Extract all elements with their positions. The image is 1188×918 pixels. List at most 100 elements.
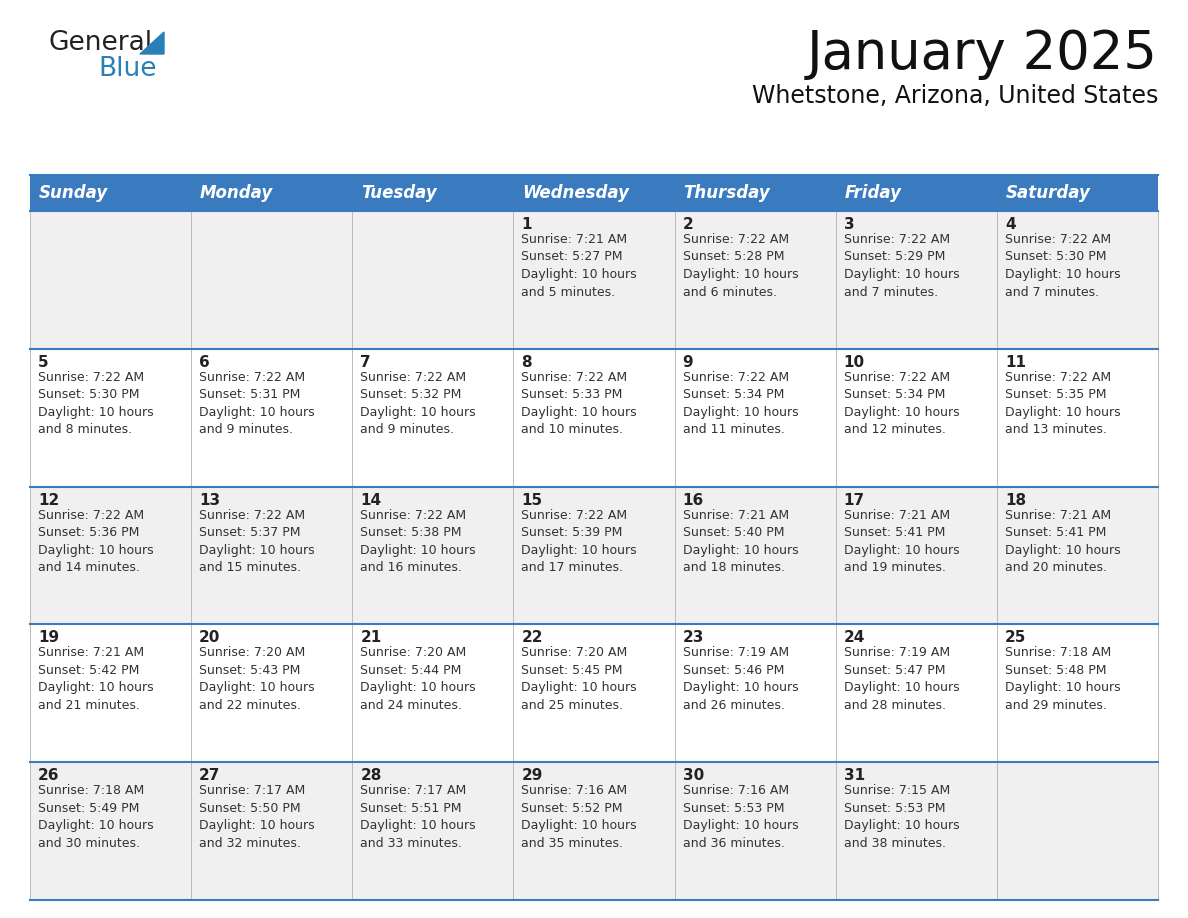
Text: 25: 25 <box>1005 631 1026 645</box>
Bar <box>30 624 191 762</box>
Bar <box>835 175 997 211</box>
Text: Sunrise: 7:22 AM
Sunset: 5:28 PM
Daylight: 10 hours
and 6 minutes.: Sunrise: 7:22 AM Sunset: 5:28 PM Dayligh… <box>683 233 798 298</box>
Text: 8: 8 <box>522 354 532 370</box>
Text: 15: 15 <box>522 493 543 508</box>
Bar <box>675 624 835 762</box>
Text: Sunrise: 7:22 AM
Sunset: 5:34 PM
Daylight: 10 hours
and 11 minutes.: Sunrise: 7:22 AM Sunset: 5:34 PM Dayligh… <box>683 371 798 436</box>
Bar <box>353 762 513 900</box>
Bar <box>675 211 835 349</box>
Text: Sunrise: 7:17 AM
Sunset: 5:50 PM
Daylight: 10 hours
and 32 minutes.: Sunrise: 7:17 AM Sunset: 5:50 PM Dayligh… <box>200 784 315 850</box>
Text: Sunrise: 7:22 AM
Sunset: 5:34 PM
Daylight: 10 hours
and 12 minutes.: Sunrise: 7:22 AM Sunset: 5:34 PM Dayligh… <box>843 371 960 436</box>
Text: 7: 7 <box>360 354 371 370</box>
Text: 22: 22 <box>522 631 543 645</box>
Text: Saturday: Saturday <box>1006 184 1091 202</box>
Bar <box>30 487 191 624</box>
Text: Whetstone, Arizona, United States: Whetstone, Arizona, United States <box>752 84 1158 108</box>
Bar <box>997 211 1158 349</box>
Bar <box>191 211 353 349</box>
Text: Tuesday: Tuesday <box>361 184 437 202</box>
Text: 23: 23 <box>683 631 704 645</box>
Bar <box>675 762 835 900</box>
Bar <box>997 175 1158 211</box>
Text: Thursday: Thursday <box>683 184 770 202</box>
Text: Sunrise: 7:22 AM
Sunset: 5:37 PM
Daylight: 10 hours
and 15 minutes.: Sunrise: 7:22 AM Sunset: 5:37 PM Dayligh… <box>200 509 315 574</box>
Text: 28: 28 <box>360 768 381 783</box>
Text: Sunrise: 7:20 AM
Sunset: 5:45 PM
Daylight: 10 hours
and 25 minutes.: Sunrise: 7:20 AM Sunset: 5:45 PM Dayligh… <box>522 646 637 711</box>
Text: Sunrise: 7:22 AM
Sunset: 5:39 PM
Daylight: 10 hours
and 17 minutes.: Sunrise: 7:22 AM Sunset: 5:39 PM Dayligh… <box>522 509 637 574</box>
Bar <box>675 487 835 624</box>
Text: Sunrise: 7:21 AM
Sunset: 5:42 PM
Daylight: 10 hours
and 21 minutes.: Sunrise: 7:21 AM Sunset: 5:42 PM Dayligh… <box>38 646 153 711</box>
Bar <box>191 487 353 624</box>
Text: Sunrise: 7:22 AM
Sunset: 5:31 PM
Daylight: 10 hours
and 9 minutes.: Sunrise: 7:22 AM Sunset: 5:31 PM Dayligh… <box>200 371 315 436</box>
Bar <box>513 624 675 762</box>
Text: 9: 9 <box>683 354 693 370</box>
Text: Sunday: Sunday <box>39 184 108 202</box>
Bar <box>353 487 513 624</box>
Bar <box>997 624 1158 762</box>
Text: 13: 13 <box>200 493 220 508</box>
Text: Sunrise: 7:16 AM
Sunset: 5:53 PM
Daylight: 10 hours
and 36 minutes.: Sunrise: 7:16 AM Sunset: 5:53 PM Dayligh… <box>683 784 798 850</box>
Text: Sunrise: 7:19 AM
Sunset: 5:46 PM
Daylight: 10 hours
and 26 minutes.: Sunrise: 7:19 AM Sunset: 5:46 PM Dayligh… <box>683 646 798 711</box>
Bar <box>191 349 353 487</box>
Bar <box>997 349 1158 487</box>
Bar <box>835 349 997 487</box>
Bar <box>675 349 835 487</box>
Text: Sunrise: 7:21 AM
Sunset: 5:27 PM
Daylight: 10 hours
and 5 minutes.: Sunrise: 7:21 AM Sunset: 5:27 PM Dayligh… <box>522 233 637 298</box>
Text: Sunrise: 7:17 AM
Sunset: 5:51 PM
Daylight: 10 hours
and 33 minutes.: Sunrise: 7:17 AM Sunset: 5:51 PM Dayligh… <box>360 784 476 850</box>
Text: 6: 6 <box>200 354 210 370</box>
Text: 16: 16 <box>683 493 703 508</box>
Text: 5: 5 <box>38 354 49 370</box>
Bar <box>353 175 513 211</box>
Text: Sunrise: 7:21 AM
Sunset: 5:41 PM
Daylight: 10 hours
and 19 minutes.: Sunrise: 7:21 AM Sunset: 5:41 PM Dayligh… <box>843 509 960 574</box>
Text: 10: 10 <box>843 354 865 370</box>
Bar <box>513 762 675 900</box>
Text: 14: 14 <box>360 493 381 508</box>
Bar <box>191 624 353 762</box>
Bar <box>30 762 191 900</box>
Text: Sunrise: 7:19 AM
Sunset: 5:47 PM
Daylight: 10 hours
and 28 minutes.: Sunrise: 7:19 AM Sunset: 5:47 PM Dayligh… <box>843 646 960 711</box>
Bar <box>191 175 353 211</box>
Text: Sunrise: 7:22 AM
Sunset: 5:29 PM
Daylight: 10 hours
and 7 minutes.: Sunrise: 7:22 AM Sunset: 5:29 PM Dayligh… <box>843 233 960 298</box>
Text: 30: 30 <box>683 768 703 783</box>
Bar <box>513 175 675 211</box>
Bar <box>30 349 191 487</box>
Bar <box>30 211 191 349</box>
Text: 19: 19 <box>38 631 59 645</box>
Text: Sunrise: 7:16 AM
Sunset: 5:52 PM
Daylight: 10 hours
and 35 minutes.: Sunrise: 7:16 AM Sunset: 5:52 PM Dayligh… <box>522 784 637 850</box>
Text: Monday: Monday <box>200 184 273 202</box>
Bar <box>835 487 997 624</box>
Text: Sunrise: 7:21 AM
Sunset: 5:41 PM
Daylight: 10 hours
and 20 minutes.: Sunrise: 7:21 AM Sunset: 5:41 PM Dayligh… <box>1005 509 1120 574</box>
Text: 21: 21 <box>360 631 381 645</box>
Text: 2: 2 <box>683 217 694 232</box>
Text: 11: 11 <box>1005 354 1026 370</box>
Text: Blue: Blue <box>97 56 157 82</box>
Text: 29: 29 <box>522 768 543 783</box>
Bar <box>835 762 997 900</box>
Bar <box>191 762 353 900</box>
Bar <box>997 762 1158 900</box>
Text: 3: 3 <box>843 217 854 232</box>
Text: 17: 17 <box>843 493 865 508</box>
Text: Sunrise: 7:22 AM
Sunset: 5:32 PM
Daylight: 10 hours
and 9 minutes.: Sunrise: 7:22 AM Sunset: 5:32 PM Dayligh… <box>360 371 476 436</box>
Text: 20: 20 <box>200 631 221 645</box>
Text: Sunrise: 7:21 AM
Sunset: 5:40 PM
Daylight: 10 hours
and 18 minutes.: Sunrise: 7:21 AM Sunset: 5:40 PM Dayligh… <box>683 509 798 574</box>
Text: Sunrise: 7:22 AM
Sunset: 5:30 PM
Daylight: 10 hours
and 8 minutes.: Sunrise: 7:22 AM Sunset: 5:30 PM Dayligh… <box>38 371 153 436</box>
Bar <box>513 487 675 624</box>
Text: 31: 31 <box>843 768 865 783</box>
Text: 27: 27 <box>200 768 221 783</box>
Polygon shape <box>140 32 164 54</box>
Text: Sunrise: 7:20 AM
Sunset: 5:43 PM
Daylight: 10 hours
and 22 minutes.: Sunrise: 7:20 AM Sunset: 5:43 PM Dayligh… <box>200 646 315 711</box>
Bar <box>513 211 675 349</box>
Text: 12: 12 <box>38 493 59 508</box>
Text: Sunrise: 7:15 AM
Sunset: 5:53 PM
Daylight: 10 hours
and 38 minutes.: Sunrise: 7:15 AM Sunset: 5:53 PM Dayligh… <box>843 784 960 850</box>
Text: Sunrise: 7:22 AM
Sunset: 5:36 PM
Daylight: 10 hours
and 14 minutes.: Sunrise: 7:22 AM Sunset: 5:36 PM Dayligh… <box>38 509 153 574</box>
Text: Sunrise: 7:22 AM
Sunset: 5:30 PM
Daylight: 10 hours
and 7 minutes.: Sunrise: 7:22 AM Sunset: 5:30 PM Dayligh… <box>1005 233 1120 298</box>
Text: Sunrise: 7:20 AM
Sunset: 5:44 PM
Daylight: 10 hours
and 24 minutes.: Sunrise: 7:20 AM Sunset: 5:44 PM Dayligh… <box>360 646 476 711</box>
Bar <box>997 487 1158 624</box>
Bar <box>30 175 191 211</box>
Bar <box>353 624 513 762</box>
Bar <box>353 211 513 349</box>
Text: Sunrise: 7:22 AM
Sunset: 5:33 PM
Daylight: 10 hours
and 10 minutes.: Sunrise: 7:22 AM Sunset: 5:33 PM Dayligh… <box>522 371 637 436</box>
Text: Sunrise: 7:18 AM
Sunset: 5:49 PM
Daylight: 10 hours
and 30 minutes.: Sunrise: 7:18 AM Sunset: 5:49 PM Dayligh… <box>38 784 153 850</box>
Bar <box>835 211 997 349</box>
